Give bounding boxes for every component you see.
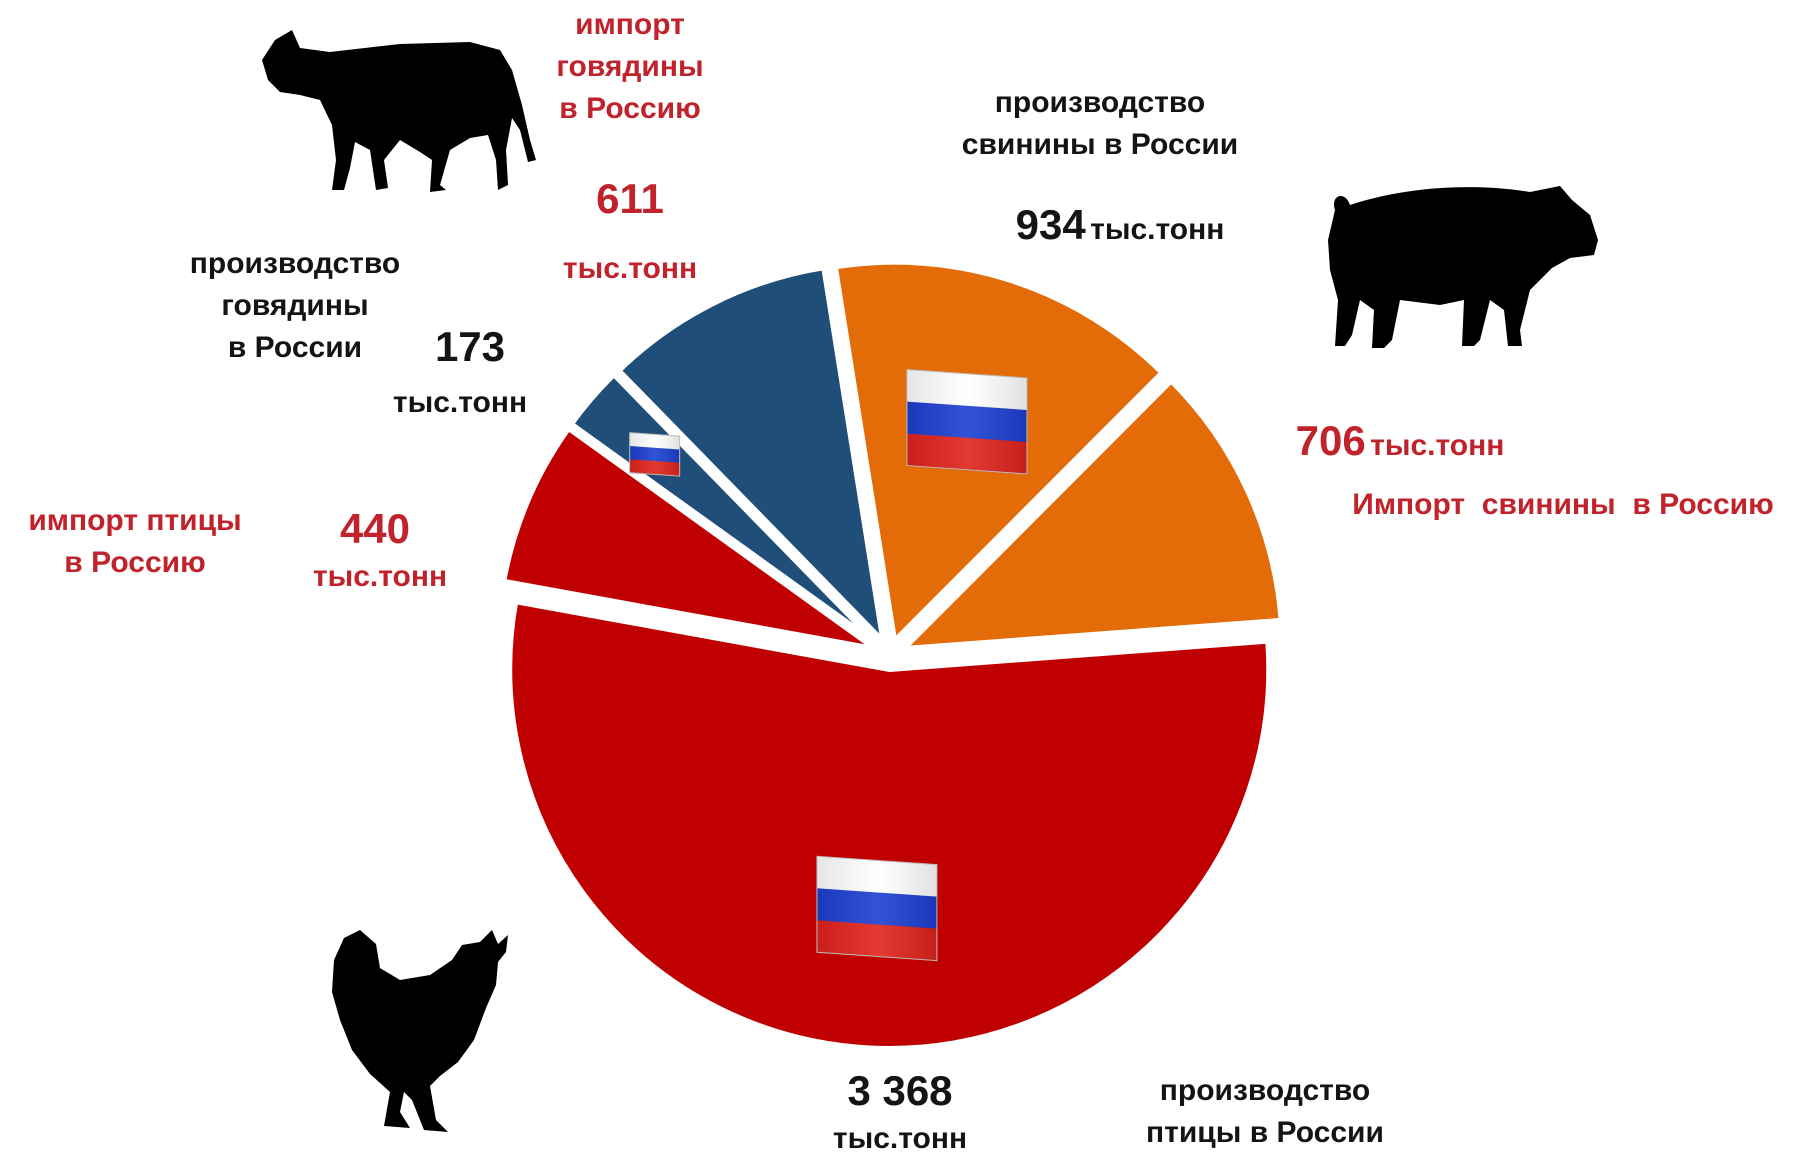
poultry-prod-unit: тыс.тонн — [832, 1122, 968, 1155]
pork-prod-unit: тыс.тонн — [1090, 213, 1225, 246]
pork-import-value: 706 — [1295, 417, 1366, 464]
russia-flag-icon — [629, 432, 681, 477]
beef-prod-unit: тыс.тонн — [392, 386, 528, 419]
pork-prod-value-line: 934 тыс.тонн — [960, 196, 1280, 255]
beef-import-label: импорт говядины в Россию — [556, 8, 704, 125]
cow-icon — [262, 30, 536, 192]
russia-flag-icon — [906, 369, 1028, 475]
russia-flag-icon — [816, 855, 938, 962]
pork-import-label: Импорт свинины в Россию — [1352, 488, 1774, 521]
poultry-prod-label: производство птицы в России — [1146, 1074, 1384, 1149]
poultry-import-unit: тыс.тонн — [312, 560, 448, 593]
pie-slice-beef-import — [615, 264, 887, 646]
hen-icon — [332, 930, 508, 1132]
pork-prod-label: производство свинины в России — [961, 86, 1239, 161]
beef-prod-label: производство говядины в России — [189, 247, 401, 364]
beef-import-unit: тыс.тонн — [562, 252, 698, 285]
beef-import-value: 611 — [596, 175, 664, 222]
pork-prod-value: 934 — [1015, 201, 1086, 248]
beef-prod-value: 173 — [434, 323, 506, 370]
pie-slice-poultry-prod — [506, 598, 1273, 1052]
poultry-import-value: 440 — [339, 505, 411, 552]
pork-import-unit: тыс.тонн — [1370, 429, 1505, 462]
poultry-import-label: импорт птицы в Россию — [28, 504, 242, 579]
pork-import-value-line: 706 тыс.тонн — [1250, 412, 1550, 471]
poultry-prod-value: 3 368 — [847, 1067, 953, 1114]
pig-icon — [1328, 186, 1598, 348]
pie-slice-pork-import — [899, 377, 1285, 653]
pie-slice-poultry-import — [500, 424, 881, 653]
